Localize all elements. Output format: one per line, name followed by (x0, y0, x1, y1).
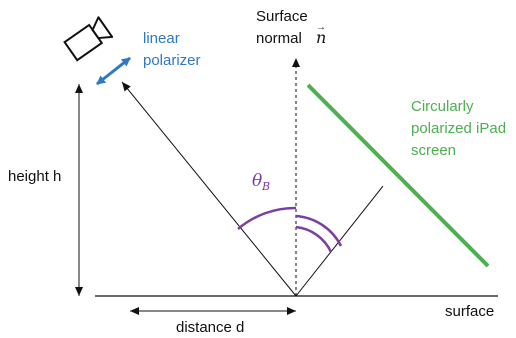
polarizer-label-line1: linear (143, 30, 180, 47)
theta-angle-arc (237, 206, 297, 230)
normal-vector-arrow: → (316, 22, 326, 33)
reflection-angle-arc-outer (295, 214, 343, 247)
reflection-angle-arc-inner (295, 225, 333, 253)
double-arrow-icon (96, 56, 131, 86)
camera-icon (63, 16, 114, 62)
height-label: height h (8, 168, 61, 185)
surface-normal-label-line1: Surface (256, 8, 308, 25)
theta-subscript: B (261, 180, 270, 193)
ipad-label-line2: polarized iPad (411, 120, 506, 137)
theta-symbol: θ (252, 171, 262, 191)
surface-normal-label-line2: normal (256, 30, 302, 47)
ipad-label-line3: screen (411, 142, 456, 159)
distance-label: distance d (176, 319, 244, 336)
normal-vector-symbol: n (316, 28, 326, 47)
polarizer-label-line2: polarizer (143, 52, 201, 69)
ipad-screen-line (306, 83, 490, 268)
incident-ray (121, 81, 297, 297)
ipad-label-line1: Circularly (411, 98, 474, 115)
surface-label: surface (445, 303, 494, 320)
